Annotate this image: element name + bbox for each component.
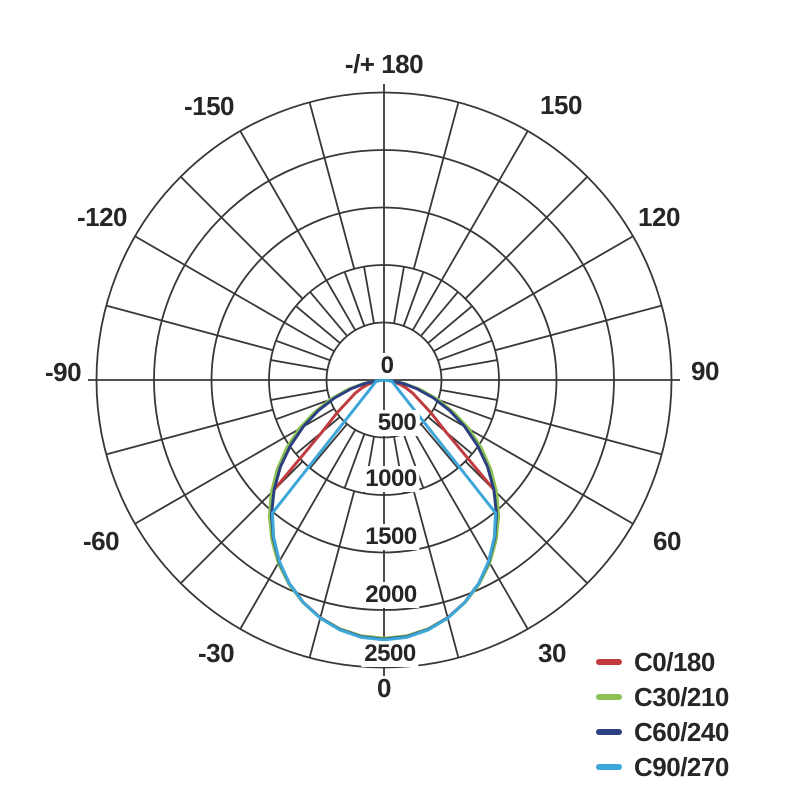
radial-tick-1500: 1500 xyxy=(362,524,420,550)
grid-spoke-240 xyxy=(134,436,285,525)
legend-swatch-c30-210 xyxy=(596,693,622,700)
angle-label-neg150: -150 xyxy=(183,91,235,121)
grid-spoke-fine-50 xyxy=(427,305,473,344)
angle-label-neg30: -30 xyxy=(197,638,235,668)
grid-spoke-fine-240 xyxy=(283,407,335,439)
grid-spoke-fine-280 xyxy=(270,359,328,371)
angle-label-180: -/+ 180 xyxy=(344,49,424,79)
grid-spoke-fine-210 xyxy=(325,429,357,481)
grid-spoke-330 xyxy=(239,130,328,281)
grid-spoke-195 xyxy=(308,490,356,658)
grid-spoke-fine-30 xyxy=(411,279,443,331)
grid-spoke-fine-220 xyxy=(309,423,348,469)
grid-spoke-fine-350 xyxy=(363,266,375,324)
legend-item-c60-240: C60/240 xyxy=(596,714,729,749)
grid-spoke-fine-340 xyxy=(343,271,366,327)
legend: C0/180 C30/210 C60/240 C90/270 xyxy=(596,644,729,784)
grid-spoke-fine-200 xyxy=(343,433,366,489)
angle-label-neg60: -60 xyxy=(82,526,120,556)
grid-spoke-fine-140 xyxy=(420,423,459,469)
angle-label-150: 150 xyxy=(540,90,582,120)
legend-item-c0-180: C0/180 xyxy=(596,644,729,679)
angle-label-90: 90 xyxy=(691,356,719,386)
grid-spoke-285 xyxy=(106,304,274,352)
legend-item-c90-270: C90/270 xyxy=(596,749,729,784)
grid-spoke-315 xyxy=(180,176,304,300)
grid-spoke-105 xyxy=(494,408,662,456)
grid-spoke-210 xyxy=(239,479,328,630)
grid-spoke-fine-290 xyxy=(275,339,331,362)
grid-spoke-255 xyxy=(106,408,274,456)
grid-spoke-fine-150 xyxy=(411,429,443,481)
angle-label-neg120: -120 xyxy=(76,202,128,232)
legend-swatch-c60-240 xyxy=(596,728,622,735)
grid-spoke-15 xyxy=(412,102,460,270)
legend-label-c30-210: C30/210 xyxy=(634,681,729,712)
grid-spoke-120 xyxy=(483,436,634,525)
angle-label-60: 60 xyxy=(653,526,681,556)
angle-label-120: 120 xyxy=(638,202,680,232)
legend-label-c60-240: C60/240 xyxy=(634,716,729,747)
grid-spoke-fine-330 xyxy=(325,279,357,331)
radial-tick-2500: 2500 xyxy=(361,641,419,667)
grid-spoke-150 xyxy=(440,479,529,630)
grid-spoke-300 xyxy=(134,235,285,324)
curve-c90-270 xyxy=(270,378,498,642)
radial-tick-500: 500 xyxy=(374,410,420,436)
angle-label-neg90: -90 xyxy=(44,357,82,387)
grid-spoke-60 xyxy=(483,235,634,324)
grid-spoke-165 xyxy=(412,490,460,658)
legend-swatch-c90-270 xyxy=(596,763,622,770)
grid-spoke-30 xyxy=(440,130,529,281)
grid-spoke-345 xyxy=(308,102,356,270)
grid-spoke-fine-10 xyxy=(393,266,405,324)
legend-label-c90-270: C90/270 xyxy=(634,751,729,782)
grid-spoke-fine-300 xyxy=(283,321,335,353)
radial-tick-0: 0 xyxy=(377,353,397,379)
grid-spoke-fine-70 xyxy=(437,339,493,362)
legend-item-c30-210: C30/210 xyxy=(596,679,729,714)
radial-tick-1000: 1000 xyxy=(362,466,420,492)
grid-spoke-fine-100 xyxy=(440,389,498,401)
grid-spoke-fine-260 xyxy=(270,389,328,401)
angle-label-0: 0 xyxy=(377,673,391,703)
grid-spoke-75 xyxy=(494,304,662,352)
grid-spoke-fine-320 xyxy=(309,291,348,337)
radial-tick-2000: 2000 xyxy=(362,582,420,608)
legend-label-c0-180: C0/180 xyxy=(634,646,715,677)
grid-spoke-fine-310 xyxy=(295,305,341,344)
grid-spoke-fine-110 xyxy=(437,398,493,421)
grid-spoke-fine-120 xyxy=(433,407,485,439)
grid-spoke-fine-250 xyxy=(275,398,331,421)
grid-spoke-fine-60 xyxy=(433,321,485,353)
grid-spoke-fine-40 xyxy=(420,291,459,337)
grid-spoke-fine-160 xyxy=(402,433,425,489)
legend-swatch-c0-180 xyxy=(596,658,622,665)
angle-label-30: 30 xyxy=(538,638,566,668)
grid-spoke-45 xyxy=(464,176,588,300)
grid-spoke-fine-20 xyxy=(402,271,425,327)
grid-spoke-fine-80 xyxy=(440,359,498,371)
